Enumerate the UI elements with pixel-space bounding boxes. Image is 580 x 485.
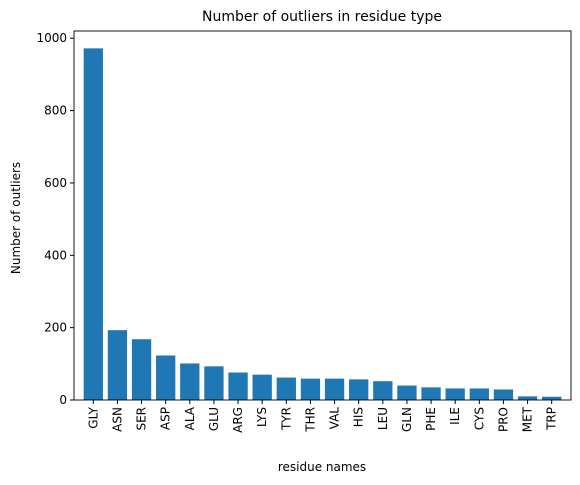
bar-gly — [83, 48, 103, 400]
x-tick-label-gly: GLY — [86, 406, 100, 428]
bar-asn — [107, 330, 128, 400]
plot-area: GLY ASN SER ASP ALA GLU ARG LYS TYR THR VAL HIS LEU G… — [36, 30, 572, 433]
bar-val — [324, 378, 345, 400]
bar-ser — [131, 339, 152, 400]
x-tick-label-ile: ILE — [448, 407, 462, 425]
x-tick-label-his: HIS — [352, 407, 366, 427]
x-tick-label-trp: TRP — [545, 407, 559, 431]
bar-gln — [397, 385, 417, 400]
x-tick-label-phe: PHE — [424, 407, 438, 431]
bar-tyr — [276, 377, 296, 400]
bar-ala — [180, 363, 200, 400]
bar-ile — [445, 388, 465, 400]
bar-cys — [469, 388, 489, 400]
plot-frame — [73, 30, 572, 401]
x-tick-label-ala: ALA — [183, 406, 197, 430]
x-tick-label-ser: SER — [135, 407, 149, 431]
y-tick-label-400: 400 — [44, 248, 67, 262]
x-tick-label-lys: LYS — [255, 407, 269, 427]
x-tick-label-cys: CYS — [472, 407, 486, 430]
x-tick-label-asp: ASP — [159, 407, 173, 430]
bar-met — [517, 396, 538, 400]
bar-thr — [300, 378, 321, 400]
y-tick-label-600: 600 — [44, 176, 67, 190]
bar-asp — [156, 355, 176, 400]
bar-pro — [493, 389, 514, 400]
x-tick-label-pro: PRO — [496, 407, 510, 432]
chart-title: Number of outliers in residue type — [202, 9, 442, 25]
x-axis-label: residue names — [278, 460, 366, 474]
x-tick-label-met: MET — [521, 406, 535, 432]
y-tick-label-1000: 1000 — [36, 31, 67, 45]
x-tick-label-tyr: TYR — [279, 407, 293, 431]
bar-arg — [228, 372, 248, 400]
bar-leu — [373, 381, 393, 400]
y-tick-label-800: 800 — [44, 104, 67, 118]
x-tick-label-leu: LEU — [376, 407, 390, 430]
x-tick-label-val: VAL — [328, 407, 342, 430]
x-tick-label-thr: THR — [303, 407, 317, 433]
x-tick-label-arg: ARG — [231, 407, 245, 433]
bar-phe — [421, 387, 441, 400]
x-tick-label-asn: ASN — [110, 407, 124, 432]
y-tick-label-200: 200 — [44, 321, 67, 335]
bar-glu — [204, 366, 224, 400]
x-tick-label-glu: GLU — [207, 407, 221, 431]
bar-his — [349, 379, 369, 400]
y-axis-label: Number of outliers — [9, 162, 23, 274]
y-tick-label-0: 0 — [59, 393, 67, 407]
x-tick-label-gln: GLN — [400, 407, 414, 432]
bar-trp — [542, 396, 562, 400]
bar-lys — [252, 374, 272, 400]
